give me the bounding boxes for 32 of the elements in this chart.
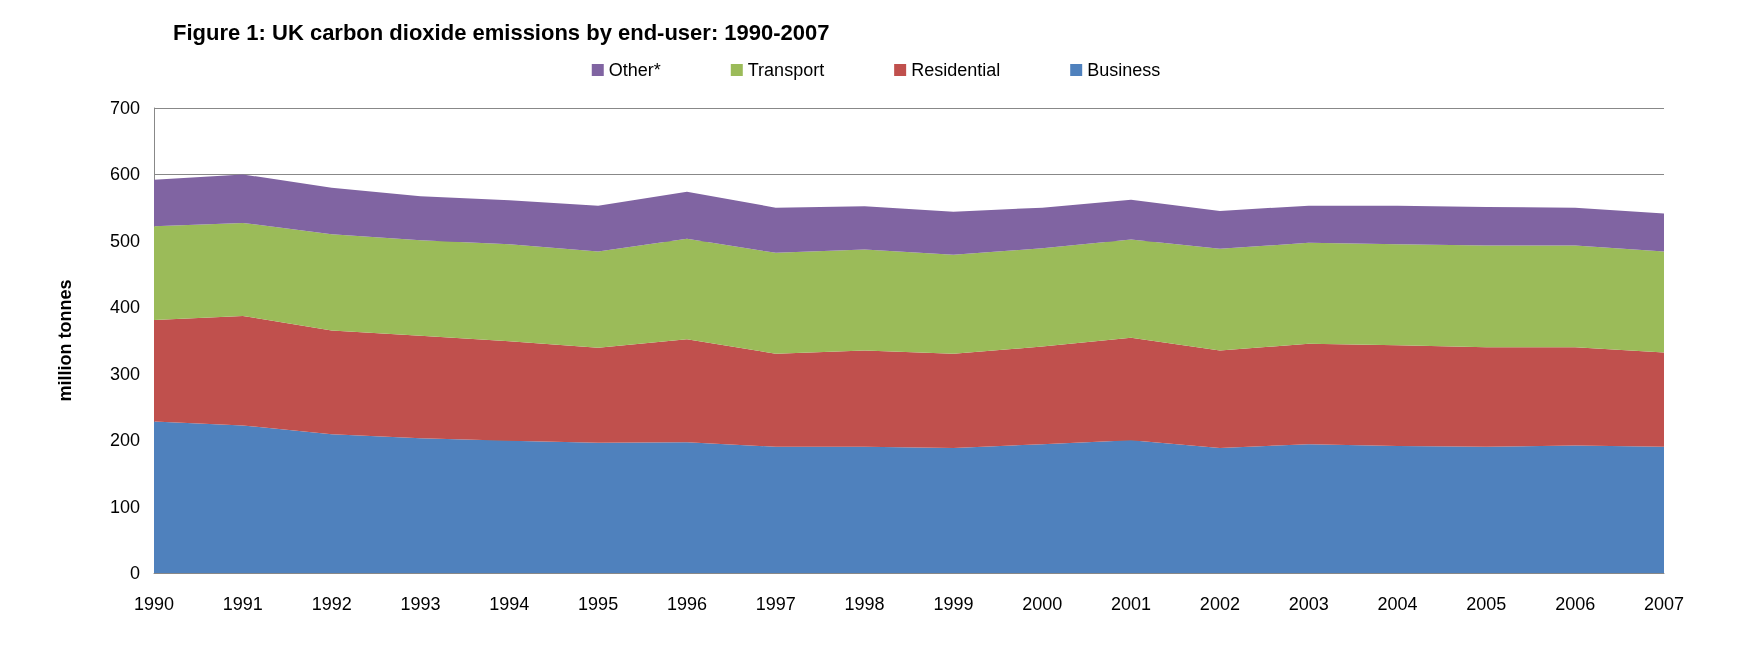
legend-label: Other* bbox=[608, 60, 661, 80]
y-tick-label: 500 bbox=[109, 230, 140, 251]
x-tick-label: 1995 bbox=[578, 594, 619, 614]
x-tick-label: 2002 bbox=[1199, 594, 1240, 614]
x-tick-label: 2003 bbox=[1288, 594, 1329, 614]
y-tick-label: 600 bbox=[109, 164, 140, 185]
y-axis-title: million tonnes bbox=[55, 279, 75, 402]
x-tick-label: 2007 bbox=[1643, 594, 1685, 614]
x-tick-label: 2004 bbox=[1377, 594, 1418, 614]
y-tick-label: 300 bbox=[109, 363, 140, 384]
chart-title: Figure 1: UK carbon dioxide emissions by end-user: 1990-2007 bbox=[173, 19, 830, 45]
y-tick-label: 0 bbox=[129, 563, 140, 583]
y-tick-label: 400 bbox=[109, 297, 140, 318]
x-tick-label: 1992 bbox=[311, 594, 352, 614]
x-tick-label: 1994 bbox=[489, 594, 530, 614]
x-tick-label: 1997 bbox=[755, 594, 796, 614]
x-tick-label: 2001 bbox=[1111, 594, 1152, 614]
x-tick-label: 2005 bbox=[1466, 594, 1507, 614]
x-tick-label: 2000 bbox=[1022, 594, 1063, 614]
y-tick-label: 200 bbox=[109, 430, 140, 451]
y-tick-label: 100 bbox=[109, 496, 140, 517]
x-tick-label: 1991 bbox=[222, 594, 263, 614]
legend-label: Business bbox=[1087, 60, 1161, 80]
legend-label: Transport bbox=[747, 60, 825, 80]
y-tick-label: 700 bbox=[109, 98, 140, 118]
legend-label: Residential bbox=[911, 60, 1001, 80]
x-tick-label: 2006 bbox=[1555, 594, 1596, 614]
x-tick-label: 1993 bbox=[400, 594, 441, 614]
x-tick-label: 1998 bbox=[844, 594, 885, 614]
x-tick-label: 1990 bbox=[133, 594, 175, 614]
x-tick-label: 1999 bbox=[933, 594, 974, 614]
x-tick-label: 1996 bbox=[666, 594, 707, 614]
